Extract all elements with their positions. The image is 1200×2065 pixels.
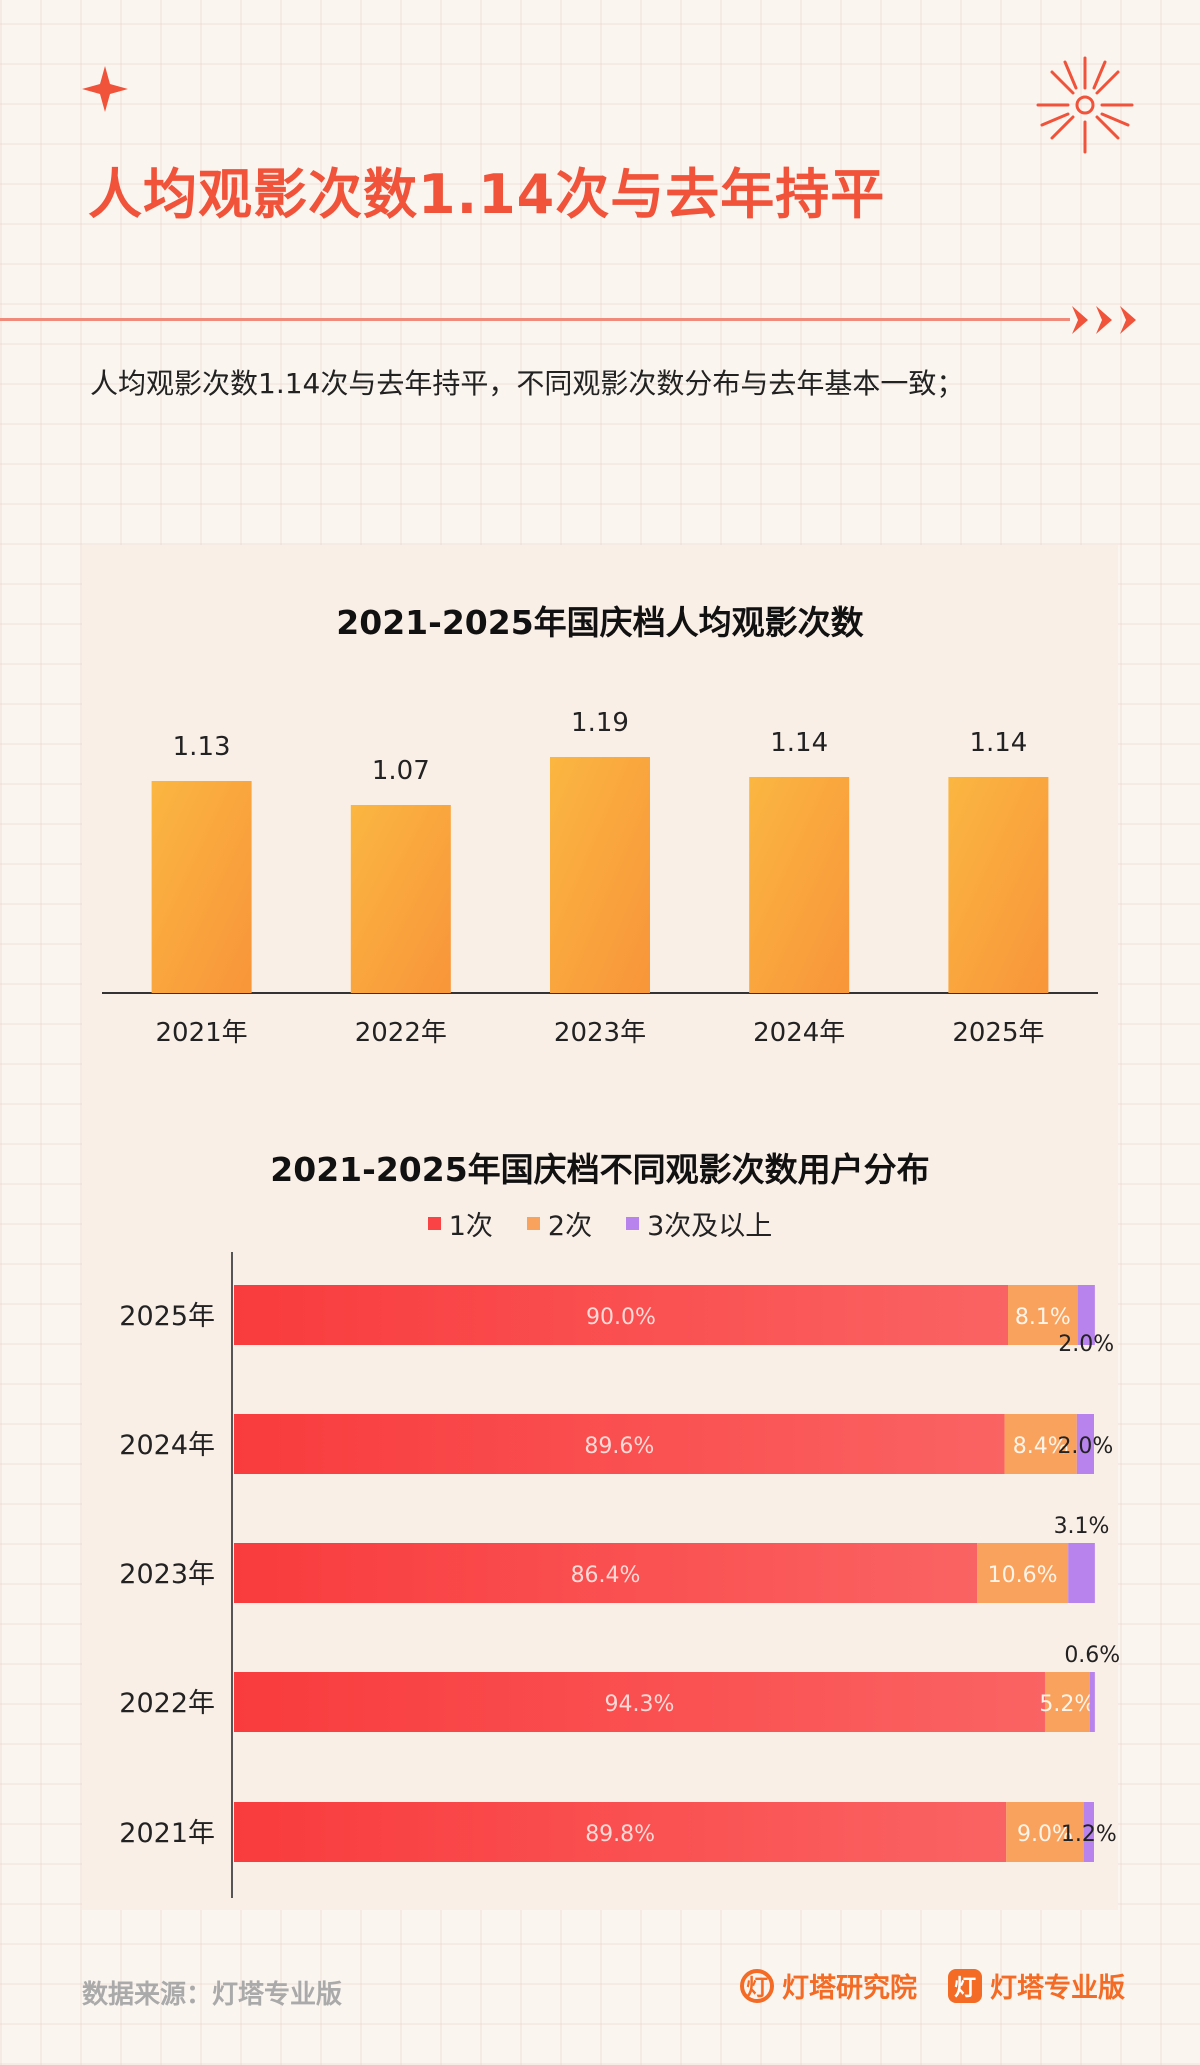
chart1-bar: [550, 757, 650, 993]
arrows-icon: [1072, 306, 1136, 334]
legend-swatch-3: [626, 1217, 640, 1230]
chart2-segment-label: 2.0%: [1058, 1332, 1114, 1357]
brand-research: 灯 灯塔研究院: [740, 1966, 917, 2005]
chart2-segment-label: 5.2%: [1039, 1692, 1095, 1717]
lighthouse-research-icon: 灯: [740, 1968, 774, 2003]
legend-label-1: 1次: [448, 1211, 493, 1242]
chart1-tick-label: 2021年: [156, 1018, 248, 1048]
chart2-segment-label: 89.8%: [585, 1822, 655, 1847]
legend-label-2: 2次: [547, 1211, 593, 1242]
legend-label-3: 3次及以上: [647, 1211, 773, 1242]
chart2-segment-label: 8.1%: [1015, 1305, 1071, 1330]
chart1-value-label: 1.07: [372, 756, 430, 786]
chart2-tick-label: 2024年: [119, 1430, 215, 1461]
divider-line: [0, 318, 1070, 321]
chart2-bar-segment: [234, 1672, 1045, 1732]
chart2-legend: 1次 2次 3次及以上: [0, 1204, 1200, 1243]
chart1-bar: [151, 781, 252, 993]
chart1-value-label: 1.14: [770, 728, 828, 758]
legend-swatch-2: [526, 1217, 540, 1230]
chart2-segment-label: 89.6%: [584, 1434, 654, 1459]
chart2-segment-label: 8.4%: [1013, 1434, 1069, 1459]
chart2-bar-segment: [1008, 1285, 1078, 1345]
legend-item-2: 2次: [526, 1204, 593, 1243]
brand-research-label: 灯塔研究院: [782, 1973, 917, 2004]
chart1-value-label: 1.19: [571, 708, 629, 738]
chart2-segment-label: 86.4%: [571, 1563, 641, 1588]
chart2-segment-label: 9.0%: [1017, 1822, 1073, 1847]
data-source: 数据来源：灯塔专业版: [82, 1980, 343, 2010]
chart2-tick-label: 2021年: [119, 1818, 215, 1849]
chart2-bar-segment: [1076, 1414, 1094, 1474]
lighthouse-pro-icon: 灯: [948, 1968, 982, 2003]
chart2-segment-label: 3.1%: [1054, 1514, 1110, 1539]
chart2-bar-segment: [234, 1285, 1008, 1345]
chart2-tick-label: 2025年: [119, 1301, 215, 1332]
chart2-segment-label: 90.0%: [586, 1305, 656, 1330]
legend-item-3: 3次及以上: [626, 1204, 772, 1243]
chart1-title: 2021-2025年国庆档人均观影次数: [336, 603, 864, 642]
chart2-segment-label: 2.0%: [1057, 1434, 1113, 1459]
chart2-bar-segment: [1006, 1802, 1084, 1862]
sparkle-icon: [82, 66, 128, 112]
chart2-segment-label: 1.2%: [1061, 1822, 1117, 1847]
legend-swatch-1: [427, 1217, 441, 1230]
page-title: 人均观影次数1.14次与去年持平: [88, 163, 886, 226]
chart1-tick-label: 2025年: [952, 1018, 1044, 1048]
chart1-value-label: 1.14: [969, 728, 1027, 758]
chart1-tick-label: 2024年: [753, 1018, 845, 1048]
page-subtitle: 人均观影次数1.14次与去年持平，不同观影次数分布与去年基本一致；: [90, 367, 965, 400]
chart2-tick-label: 2023年: [119, 1559, 215, 1590]
chart2-bar-segment: [1004, 1414, 1077, 1474]
chart2-tick-label: 2022年: [119, 1688, 215, 1719]
chart1-bar-chart: 1.13 2021年 1.07 2022年 1.19 2023年 1.14 2024年 1.14…: [102, 708, 1098, 1048]
chart2-bar-segment: [1083, 1802, 1094, 1862]
chart2-segment-label: 10.6%: [988, 1563, 1058, 1588]
chart2-bar-segment: [234, 1414, 1005, 1474]
chart1-tick-label: 2022年: [355, 1018, 447, 1048]
brand-pro: 灯 灯塔专业版: [948, 1966, 1125, 2005]
chart2-bar-segment: [1089, 1672, 1095, 1732]
chart1-tick-label: 2023年: [554, 1018, 646, 1048]
chart2-bar-segment: [977, 1543, 1069, 1603]
chart2-bar-segment: [234, 1802, 1007, 1862]
chart2-stacked-bar-chart: 2025年 90.0% 8.1%2.0%2024年 89.6% 8.4%2.0%2023…: [119, 1252, 1120, 1898]
chart1-bar: [948, 777, 1049, 993]
chart1-bar: [749, 777, 850, 993]
legend-item-1: 1次: [427, 1204, 493, 1243]
chart2-segment-label: 0.6%: [1064, 1643, 1120, 1668]
chart2-bar-segment: [1068, 1543, 1095, 1603]
firework-icon: [1036, 56, 1134, 154]
chart2-title: 2021-2025年国庆档不同观影次数用户分布: [270, 1150, 930, 1189]
chart1-value-label: 1.13: [173, 732, 231, 762]
chart2-bar-segment: [234, 1543, 978, 1603]
chart2-bar-segment: [1077, 1285, 1095, 1345]
chart2-segment-label: 94.3%: [605, 1692, 675, 1717]
brand-pro-label: 灯塔专业版: [990, 1973, 1125, 2004]
chart2-bar-segment: [1044, 1672, 1090, 1732]
chart1-bar: [350, 805, 451, 993]
